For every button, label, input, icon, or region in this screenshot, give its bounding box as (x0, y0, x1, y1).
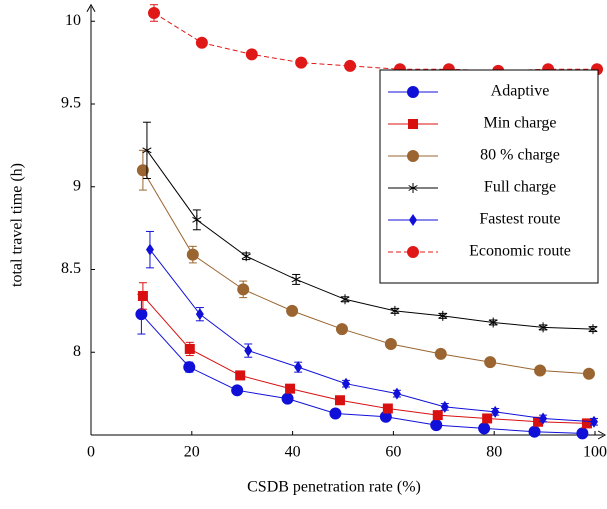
marker (329, 407, 342, 420)
marker (335, 323, 348, 336)
marker (581, 418, 592, 429)
y-tick-label: 9.5 (61, 95, 81, 112)
marker (528, 425, 541, 438)
marker (295, 56, 308, 69)
marker (142, 145, 152, 156)
marker (488, 317, 498, 328)
marker (382, 403, 393, 414)
marker (186, 248, 199, 261)
marker (576, 427, 589, 440)
marker (342, 377, 351, 390)
marker (237, 283, 250, 296)
marker (286, 304, 299, 317)
marker (390, 305, 400, 316)
legend-label: Adaptive (491, 83, 550, 100)
legend-label: Economic route (469, 243, 571, 260)
legend: Adaptive Min charge 80 % charge Full charge… (379, 69, 599, 284)
legend-label: 80 % charge (480, 147, 560, 164)
marker (136, 164, 149, 177)
marker (478, 422, 491, 435)
y-axis-label: total travel time (h) (9, 163, 26, 287)
marker (334, 395, 345, 406)
legend-marker (407, 246, 419, 258)
x-axis-label: CSDB penetration rate (%) (247, 479, 421, 496)
series-line (146, 150, 594, 330)
x-tick-label: 40 (285, 444, 301, 461)
marker (148, 6, 160, 19)
marker (340, 294, 350, 305)
legend-marker (407, 86, 419, 98)
legend-label: Fastest route (479, 211, 560, 228)
marker (241, 251, 251, 262)
marker (195, 308, 204, 321)
marker (392, 387, 401, 400)
marker (534, 364, 547, 377)
marker (244, 344, 253, 357)
marker (184, 343, 195, 354)
marker (430, 419, 443, 432)
y-tick-label: 10 (65, 12, 81, 29)
marker (192, 214, 202, 225)
x-tick-label: 100 (583, 444, 607, 461)
marker (384, 337, 397, 350)
y-tick-label: 8 (73, 343, 81, 360)
marker (438, 310, 448, 321)
marker (245, 48, 258, 61)
series-line (141, 313, 583, 434)
marker (588, 324, 598, 335)
y-axis-arrow (86, 3, 96, 12)
marker (484, 356, 497, 369)
marker (294, 361, 303, 374)
x-tick-label: 80 (486, 444, 502, 461)
y-tick-label: 8.5 (61, 260, 81, 277)
x-tick-label: 0 (87, 444, 95, 461)
marker (235, 370, 246, 381)
series-line (149, 249, 595, 423)
marker (538, 322, 548, 333)
x-tick-label: 60 (385, 444, 401, 461)
marker (589, 415, 598, 428)
series-line (142, 169, 589, 375)
marker (135, 308, 148, 321)
marker (440, 400, 449, 413)
marker (281, 392, 294, 405)
series-line (142, 295, 587, 424)
legend-label: Min charge (483, 115, 556, 132)
marker (432, 410, 443, 421)
marker (291, 274, 301, 285)
marker (285, 383, 296, 394)
legend-marker (409, 214, 417, 226)
series-line (153, 12, 598, 72)
marker (482, 413, 493, 424)
marker (145, 243, 154, 256)
marker (183, 361, 196, 374)
marker (491, 405, 500, 418)
marker (582, 367, 595, 380)
x-axis-arrow (597, 430, 607, 440)
legend-marker (408, 183, 418, 193)
marker (195, 36, 208, 49)
legend-marker (408, 119, 418, 129)
marker (434, 347, 447, 360)
legend-label: Full charge (484, 179, 556, 196)
marker (231, 384, 244, 397)
legend-marker (407, 150, 419, 162)
marker (539, 412, 548, 425)
marker (137, 290, 148, 301)
x-tick-label: 20 (184, 444, 200, 461)
y-tick-label: 9 (73, 177, 81, 194)
marker (533, 416, 544, 427)
marker (344, 59, 357, 72)
